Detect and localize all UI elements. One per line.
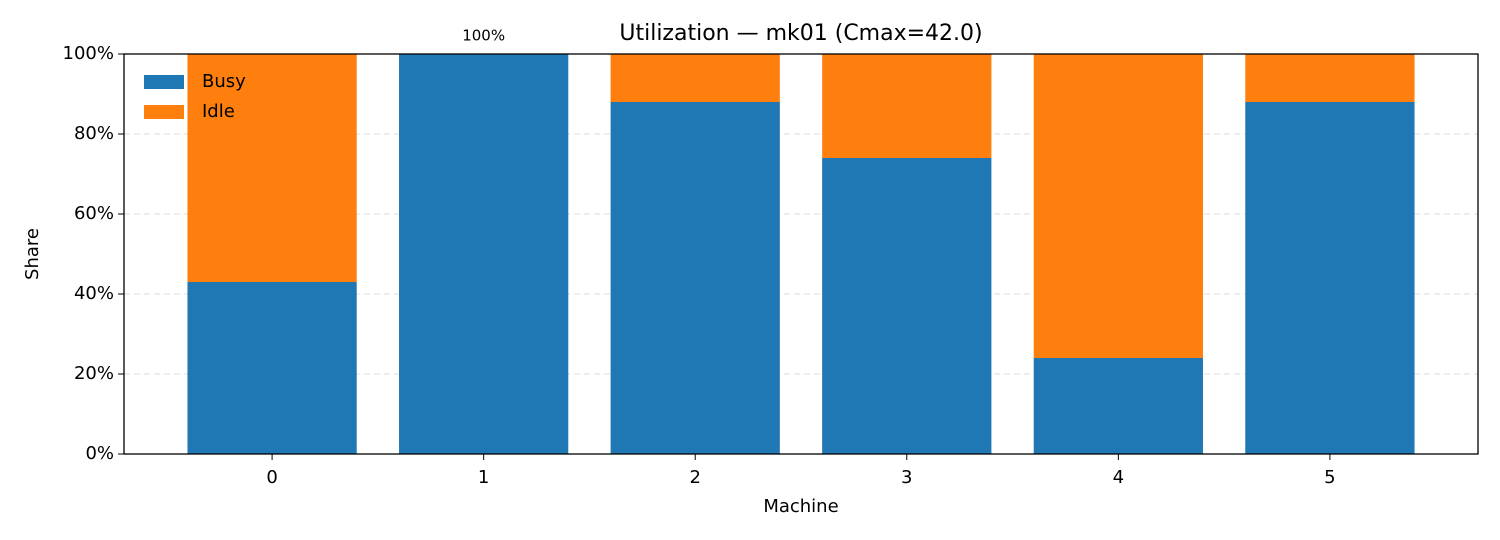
chart-title: Utilization — mk01 (Cmax=42.0) bbox=[619, 21, 982, 46]
bar bbox=[1033, 358, 1203, 454]
bar bbox=[187, 282, 357, 454]
bar bbox=[610, 54, 780, 102]
bar bbox=[610, 102, 780, 454]
legend-swatch bbox=[144, 105, 184, 119]
bar bbox=[822, 158, 992, 454]
legend-label: Busy bbox=[202, 71, 246, 92]
plot-frame bbox=[123, 53, 1479, 455]
y-tick-label: 60% bbox=[74, 203, 114, 224]
legend-swatch bbox=[144, 75, 184, 89]
y-tick-label: 80% bbox=[74, 123, 114, 144]
legend-label: Idle bbox=[202, 101, 235, 122]
x-tick-label: 4 bbox=[1113, 467, 1124, 488]
x-tick-label: 3 bbox=[901, 467, 912, 488]
y-tick-label: 20% bbox=[74, 363, 114, 384]
x-tick-label: 5 bbox=[1324, 467, 1335, 488]
bar bbox=[187, 54, 357, 282]
y-tick-label: 100% bbox=[63, 43, 114, 64]
x-tick-label: 0 bbox=[266, 467, 277, 488]
x-axis-label: Machine bbox=[763, 496, 838, 517]
bar bbox=[1245, 54, 1415, 102]
bar bbox=[822, 54, 992, 158]
bar bbox=[1245, 102, 1415, 454]
y-tick-label: 40% bbox=[74, 283, 114, 304]
y-tick-label: 0% bbox=[85, 443, 114, 464]
x-tick-label: 1 bbox=[478, 467, 489, 488]
bar bbox=[399, 54, 569, 454]
bar bbox=[1033, 54, 1203, 358]
value-label: 100% bbox=[462, 27, 505, 45]
x-tick-label: 2 bbox=[689, 467, 700, 488]
y-axis-label: Share bbox=[22, 228, 43, 280]
